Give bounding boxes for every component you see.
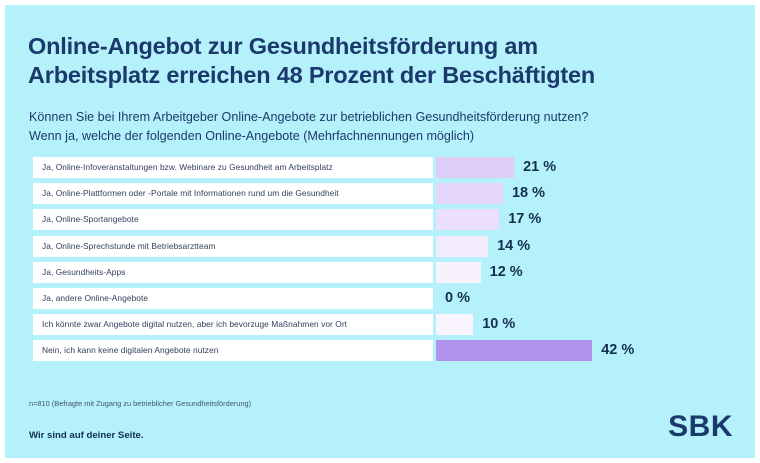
chart-row: Ja, Gesundheits-Apps 12 % (28, 261, 738, 283)
sbk-logo: SBK (668, 410, 733, 443)
bar-value-label: 42 % (601, 342, 635, 359)
chart-row: Ja, Online-Sportangebote 17 % (28, 209, 738, 231)
bar-segment (436, 209, 500, 231)
row-panel (33, 261, 433, 283)
chart-footnote: n=810 (Befragte mit Zugang zu betrieblic… (29, 399, 252, 408)
row-panel (33, 235, 433, 257)
bar-segment (436, 340, 593, 362)
bar-value-label: 0 % (445, 290, 470, 306)
row-label: Ja, Gesundheits-Apps (42, 266, 126, 277)
bar-value-label: 10 % (482, 316, 516, 333)
page-subtitle: Können Sie bei Ihrem Arbeitgeber Online-… (29, 108, 689, 145)
chart-row: Ja, Online-Sprechstunde mit Betriebsarzt… (28, 235, 738, 257)
row-label: Ja, Online-Sportangebote (42, 214, 139, 225)
brand-tagline: Wir sind auf deiner Seite. (29, 430, 144, 441)
bar-value-label: 18 % (511, 185, 546, 202)
row-panel (33, 209, 433, 231)
row-label: Ich könnte zwar Angebote digital nutzen,… (42, 319, 348, 330)
row-panel (33, 183, 433, 205)
row-label: Ja, Online-Sprechstunde mit Betriebsarzt… (42, 240, 216, 251)
subtitle-line-1: Können Sie bei Ihrem Arbeitgeber Online-… (29, 110, 589, 124)
row-panel (33, 288, 433, 309)
row-label: Nein, ich kann keine digitalen Angebote … (42, 345, 219, 356)
chart-row: Ja, andere Online-Angebote 0 % (28, 288, 738, 309)
bar-segment (436, 235, 489, 257)
row-panel (33, 157, 433, 178)
bar-value-label: 21 % (523, 159, 557, 175)
bar-value-label: 12 % (489, 263, 523, 280)
chart-row: Ja, Online-Infoveranstaltungen bzw. Webi… (28, 157, 738, 178)
subtitle-line-2: Wenn ja, welche der folgenden Online-Ang… (29, 128, 475, 143)
row-panel (33, 340, 433, 362)
row-label: Ja, Online-Infoveranstaltungen bzw. Webi… (42, 162, 333, 172)
title-line-2: Arbeitsplatz erreichen 48 Prozent der Be… (28, 62, 596, 88)
title-line-1: Online-Angebot zur Gesundheitsförderung … (28, 33, 538, 59)
bar-segment (436, 261, 481, 283)
bar-segment (436, 157, 515, 178)
bar-segment (436, 183, 503, 205)
chart-row: Nein, ich kann keine digitalen Angebote … (28, 340, 738, 362)
bar-value-label: 17 % (508, 211, 542, 228)
row-label: Ja, andere Online-Angebote (42, 293, 149, 303)
chart-row: Ich könnte zwar Angebote digital nutzen,… (28, 314, 738, 336)
bar-segment (436, 314, 474, 336)
row-label: Ja, Online-Plattformen oder -Portale mit… (42, 188, 339, 199)
bar-value-label: 14 % (497, 237, 531, 254)
chart-row: Ja, Online-Plattformen oder -Portale mit… (28, 183, 738, 205)
bar-chart: Ja, Online-Infoveranstaltungen bzw. Webi… (28, 157, 738, 372)
page-title: Online-Angebot zur Gesundheitsförderung … (28, 32, 668, 90)
row-panel (33, 314, 433, 336)
